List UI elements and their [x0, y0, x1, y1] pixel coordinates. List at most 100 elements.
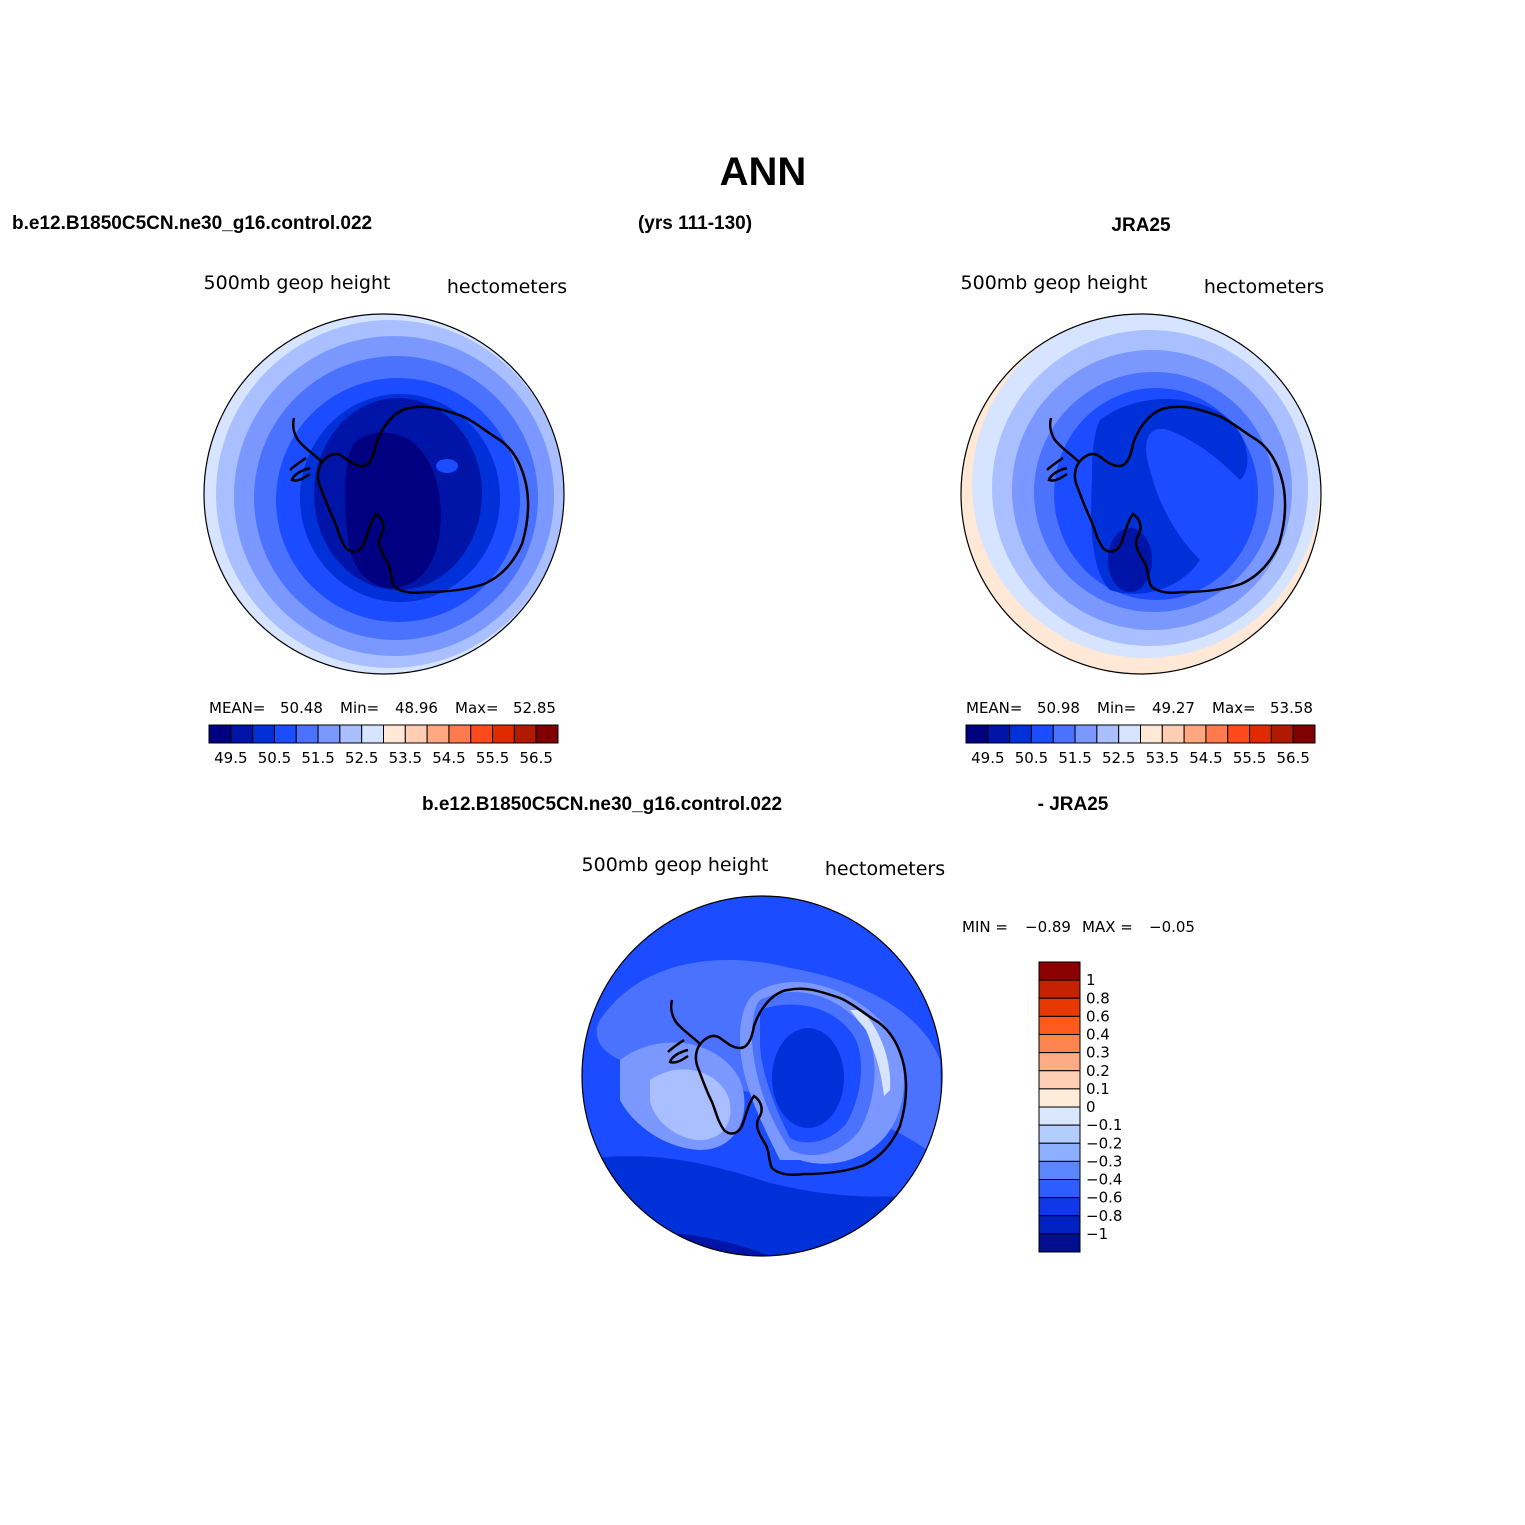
colorbar-swatch: [1292, 724, 1316, 744]
colorbar-swatch: [273, 724, 297, 744]
colorbar-diff: 10.80.60.40.30.20.10−0.1−0.2−0.3−0.4−0.6…: [1038, 961, 1122, 1253]
map-edge-model: [203, 313, 565, 675]
colorbar-tick-label: 52.5: [1102, 749, 1135, 767]
colorbar-swatch: [339, 724, 363, 744]
panel-diff-units: hectometers: [825, 858, 945, 880]
colorbar-swatch: [448, 724, 472, 744]
panel-model: 500mb geop height hectometers MEAN= 50.4…: [203, 272, 567, 767]
colorbar-tick-label: 54.5: [1189, 749, 1222, 767]
map-edge-diff: [581, 895, 943, 1257]
colorbar-swatch: [1038, 1233, 1081, 1253]
colorbar-swatch: [230, 724, 254, 744]
stat-max-model: 52.85: [513, 699, 556, 717]
colorbar-swatch: [470, 724, 494, 744]
colorbar-tick-label: 50.5: [258, 749, 291, 767]
stat-min-model: 48.96: [395, 699, 438, 717]
colorbar-swatch: [426, 724, 450, 744]
panel-model-variable: 500mb geop height: [204, 272, 391, 294]
colorbar-swatch: [252, 724, 275, 744]
stat-min-label-diff: MIN =: [962, 918, 1008, 936]
colorbar-tick-label: 0.8: [1086, 989, 1110, 1007]
colorbar-swatch: [1205, 724, 1229, 744]
colorbar-swatch: [1038, 1179, 1081, 1199]
panel-obs-units: hectometers: [1204, 276, 1324, 298]
colorbar-swatch: [1038, 979, 1081, 999]
stat-min-label-model: Min=: [340, 699, 379, 717]
stat-min-diff: −0.89: [1025, 918, 1071, 936]
colorbar-swatch: [1038, 997, 1081, 1017]
colorbar-swatch: [1183, 724, 1207, 744]
colorbar-swatch: [1030, 724, 1054, 744]
stat-mean-label-model: MEAN=: [209, 699, 265, 717]
colorbar-tick-label: −0.1: [1086, 1116, 1122, 1134]
stat-mean-label-obs: MEAN=: [966, 699, 1022, 717]
colorbar-swatch: [1038, 1142, 1081, 1162]
map-model: [204, 314, 564, 674]
colorbar-swatch: [1038, 1160, 1081, 1180]
panel-diff: 500mb geop height hectometers MIN = −0.8…: [581, 854, 1195, 1257]
colorbar-swatch: [317, 724, 341, 744]
map-obs: [961, 314, 1321, 674]
colorbar-tick-label: 0: [1086, 1098, 1096, 1116]
colorbar-swatch: [492, 724, 515, 744]
colorbar-model: 49.5 50.5 51.5 52.5 53.5 54.5 55.5 56.5: [208, 724, 559, 767]
years-label: (yrs 111-130): [638, 213, 752, 234]
stat-max-label-obs: Max=: [1212, 699, 1256, 717]
colorbar-tick-label: 54.5: [432, 749, 465, 767]
colorbar-tick-label: −0.2: [1086, 1134, 1122, 1152]
colorbar-tick-label: 51.5: [301, 749, 334, 767]
map-diff: [582, 896, 942, 1256]
colorbar-tick-label: 55.5: [1233, 749, 1266, 767]
colorbar-tick-label: 53.5: [389, 749, 422, 767]
colorbar-swatch: [1038, 1197, 1081, 1217]
colorbar-tick-label: −0.4: [1086, 1171, 1122, 1189]
stat-max-obs: 53.58: [1270, 699, 1313, 717]
colorbar-tick-label: 53.5: [1146, 749, 1179, 767]
colorbar-swatch: [361, 724, 384, 744]
colorbar-tick-label: 51.5: [1058, 749, 1091, 767]
colorbar-swatch: [1270, 724, 1294, 744]
colorbar-tick-label: −1: [1086, 1225, 1108, 1243]
colorbar-swatch: [1038, 961, 1081, 981]
stat-mean-model: 50.48: [280, 699, 323, 717]
panel-diff-variable: 500mb geop height: [582, 854, 769, 876]
colorbar-swatch: [1038, 1070, 1081, 1090]
colorbar-tick-label: −0.8: [1086, 1207, 1122, 1225]
colorbar-swatch: [1038, 1215, 1081, 1235]
colorbar-tick-label: 52.5: [345, 749, 378, 767]
stat-max-diff: −0.05: [1149, 918, 1195, 936]
obs-name-label: JRA25: [1111, 215, 1171, 236]
colorbar-swatch: [1038, 1124, 1081, 1144]
stat-mean-obs: 50.98: [1037, 699, 1080, 717]
colorbar-swatch: [404, 724, 428, 744]
case-name-label: b.e12.B1850C5CN.ne30_g16.control.022: [12, 213, 372, 234]
colorbar-swatch: [1009, 724, 1032, 744]
colorbar-tick-label: 0.1: [1086, 1080, 1110, 1098]
map-edge-obs: [960, 313, 1322, 675]
colorbar-tick-label: 55.5: [476, 749, 509, 767]
colorbar-swatch: [1096, 724, 1120, 744]
colorbar-swatch: [1038, 1015, 1081, 1035]
colorbar-tick-label: 50.5: [1015, 749, 1048, 767]
stat-max-label-model: Max=: [455, 699, 499, 717]
colorbar-tick-label: 49.5: [214, 749, 247, 767]
colorbar-swatch: [987, 724, 1011, 744]
colorbar-tick-label: 0.2: [1086, 1062, 1110, 1080]
colorbar-tick-label: 0.4: [1086, 1026, 1110, 1044]
colorbar-obs: 49.5 50.5 51.5 52.5 53.5 54.5 55.5 56.5: [965, 724, 1316, 767]
colorbar-swatch: [535, 724, 559, 744]
panel-obs-variable: 500mb geop height: [961, 272, 1148, 294]
colorbar-swatch: [1249, 724, 1272, 744]
colorbar-swatch: [965, 724, 989, 744]
colorbar-tick-label: −0.6: [1086, 1189, 1122, 1207]
colorbar-swatch: [1038, 1052, 1081, 1072]
stat-min-obs: 49.27: [1152, 699, 1195, 717]
colorbar-swatch: [1140, 724, 1163, 744]
colorbar-swatch: [1038, 1106, 1081, 1126]
colorbar-tick-label: 56.5: [519, 749, 552, 767]
colorbar-tick-label: −0.3: [1086, 1152, 1122, 1170]
colorbar-tick-label: 0.6: [1086, 1007, 1110, 1025]
colorbar-swatch: [1038, 1088, 1081, 1108]
colorbar-swatch: [1052, 724, 1076, 744]
